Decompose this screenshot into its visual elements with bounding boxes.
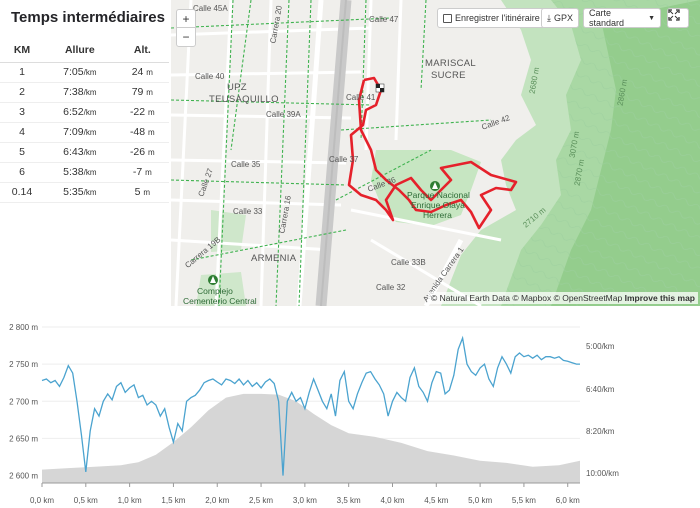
split-km: 5 <box>0 142 44 163</box>
save-route-button[interactable]: Enregistrer l'itinéraire <box>437 8 546 28</box>
map-label: Calle 47 <box>369 15 399 24</box>
split-pace: 6:43/km <box>43 142 116 163</box>
map-label: Calle 33B <box>391 258 426 267</box>
split-km: 2 <box>0 82 44 103</box>
y-right-tick: 5:00/km <box>586 342 615 351</box>
map-style-select[interactable]: Carte standard ▼ <box>583 8 661 28</box>
improve-map-link[interactable]: Improve this map <box>624 293 695 303</box>
map-label: Parque Nacional <box>407 190 470 200</box>
split-row: 0.14 5:35/km 5 m <box>0 182 169 203</box>
y-left-tick: 2 600 m <box>9 472 38 481</box>
map-label: Calle 41 <box>346 93 376 102</box>
x-tick: 0,0 km <box>30 496 54 505</box>
x-tick: 2,0 km <box>205 496 229 505</box>
x-tick: 6,0 km <box>556 496 580 505</box>
splits-panel: Temps intermédiaires KM Allure Alt. 1 7:0… <box>0 0 171 306</box>
split-pace: 7:09/km <box>43 122 116 143</box>
x-tick: 1,5 km <box>161 496 185 505</box>
map-label: UPZ <box>227 82 247 93</box>
x-tick: 4,0 km <box>380 496 404 505</box>
split-pace: 5:38/km <box>43 162 116 183</box>
header-alt: Alt. <box>115 38 169 63</box>
y-right-tick: 8:20/km <box>586 427 615 436</box>
x-tick: 5,0 km <box>468 496 492 505</box>
split-km: 1 <box>0 62 44 83</box>
split-pace: 7:05/km <box>43 62 116 83</box>
map-label: Complejo <box>197 286 233 296</box>
gpx-label: GPX <box>553 13 573 23</box>
map-label: Cementerio Central <box>183 296 257 306</box>
map-attribution: © Natural Earth Data © Mapbox © OpenStre… <box>427 292 698 304</box>
map-label: Enrique Olaya <box>411 200 465 210</box>
fullscreen-button[interactable] <box>667 8 689 28</box>
split-alt: 24 m <box>115 62 169 83</box>
elevation-pace-chart[interactable]: 2 800 m 2 750 m 2 700 m 2 650 m 2 600 m 5:00… <box>0 313 700 508</box>
map-label: Calle 32 <box>376 283 406 292</box>
map-label: Calle 37 <box>329 155 359 164</box>
split-km: 6 <box>0 162 44 183</box>
y-right-tick: 10:00/km <box>586 469 619 478</box>
map-label: SUCRE <box>431 70 466 81</box>
y-right-tick: 6:40/km <box>586 385 615 394</box>
route-map[interactable]: Calle 45A Calle 47 Calle 40 Calle 41 Cal… <box>171 0 700 306</box>
chevron-down-icon: ▼ <box>648 14 655 22</box>
map-label: Calle 40 <box>195 72 225 81</box>
gpx-button[interactable]: ⤓ GPX <box>541 8 579 28</box>
split-alt: 5 m <box>115 182 169 203</box>
split-alt: -22 m <box>115 102 169 123</box>
zoom-in-button[interactable]: + <box>177 10 195 28</box>
map-label: Herrera <box>423 210 452 220</box>
save-route-icon <box>443 13 452 23</box>
x-tick: 4,5 km <box>424 496 448 505</box>
x-tick: 5,5 km <box>512 496 536 505</box>
header-pace: Allure <box>43 38 116 63</box>
x-tick: 0,5 km <box>74 496 98 505</box>
map-label: Calle 33 <box>233 207 263 216</box>
save-route-label: Enregistrer l'itinéraire <box>455 13 540 23</box>
split-km: 3 <box>0 102 44 123</box>
y-left-tick: 2 750 m <box>9 360 38 369</box>
split-row: 6 5:38/km -7 m <box>0 162 169 183</box>
split-km: 0.14 <box>0 182 44 203</box>
map-label: Calle 39A <box>266 110 301 119</box>
x-tick: 3,5 km <box>337 496 361 505</box>
map-canvas[interactable] <box>171 0 700 306</box>
split-km: 4 <box>0 122 44 143</box>
x-tick: 1,0 km <box>118 496 142 505</box>
y-left-tick: 2 800 m <box>9 323 38 332</box>
split-alt: -7 m <box>115 162 169 183</box>
x-tick: 2,5 km <box>249 496 273 505</box>
split-row: 1 7:05/km 24 m <box>0 62 169 83</box>
map-label: Calle 35 <box>231 160 261 169</box>
split-alt: -26 m <box>115 142 169 163</box>
download-icon: ⤓ <box>547 12 551 23</box>
zoom-out-button[interactable]: − <box>182 30 190 44</box>
y-left-tick: 2 650 m <box>9 434 38 443</box>
splits-title: Temps intermédiaires <box>11 9 165 26</box>
split-row: 5 6:43/km -26 m <box>0 142 169 163</box>
split-pace: 5:35/km <box>43 182 116 203</box>
map-style-label: Carte standard <box>589 8 625 28</box>
pace-line <box>41 335 580 476</box>
map-label: MARISCAL <box>425 58 476 69</box>
header-km: KM <box>0 38 44 63</box>
elevation-area <box>42 393 580 483</box>
expand-icon <box>668 9 680 21</box>
split-alt: -48 m <box>115 122 169 143</box>
zoom-control: + − <box>176 9 196 47</box>
attribution-text: © Natural Earth Data © Mapbox © OpenStre… <box>430 293 623 303</box>
split-pace: 7:38/km <box>43 82 116 103</box>
map-label: ARMENIA <box>251 253 297 264</box>
split-row: 3 6:52/km -22 m <box>0 102 169 123</box>
x-tick: 3,0 km <box>293 496 317 505</box>
y-left-tick: 2 700 m <box>9 397 38 406</box>
split-pace: 6:52/km <box>43 102 116 123</box>
map-label: TEUSAQUILLO <box>209 94 279 105</box>
split-row: 2 7:38/km 79 m <box>0 82 169 103</box>
split-row: 4 7:09/km -48 m <box>0 122 169 143</box>
split-alt: 79 m <box>115 82 169 103</box>
map-label: Calle 45A <box>193 4 228 13</box>
